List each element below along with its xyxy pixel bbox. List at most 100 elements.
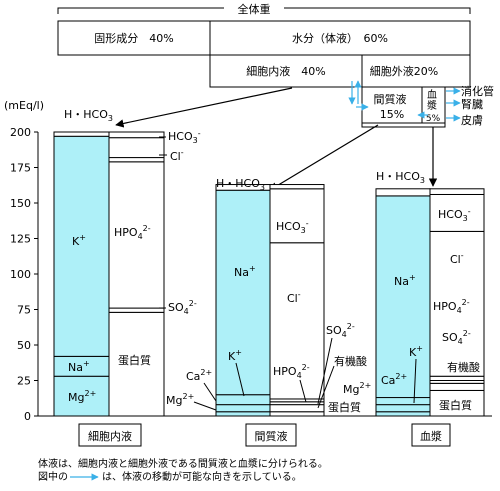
is-mg-label: Mg2+ (166, 392, 194, 407)
is-k-label: K+ (228, 348, 242, 363)
anion-segment (269, 404, 325, 413)
ic-mg-label: Mg2+ (68, 389, 96, 404)
anion-segment (269, 411, 325, 417)
anion-segment (429, 375, 485, 381)
to-intracellular-arrow (115, 87, 293, 128)
cation-segment (53, 135, 110, 357)
anion-segment (108, 137, 165, 159)
skin-label: 皮膚 (461, 113, 483, 127)
cation-segment (215, 189, 271, 396)
ic-protein-label: 蛋白質 (118, 353, 151, 367)
anion-segment (108, 307, 165, 313)
connector-arrows (115, 87, 438, 191)
ion-labels: H・HCO3 HCO3- Cl- HPO42- SO42- 蛋白質 K+ Na+… (64, 108, 480, 414)
intracellular-title: 細胞内液 (88, 429, 132, 443)
anion-segment (429, 188, 485, 195)
total-weight-label: 全体重 (238, 2, 271, 16)
cation-segment (375, 397, 431, 406)
pl-organic-acid-label: 有機酸 (447, 360, 480, 374)
cation-segment (215, 411, 271, 417)
pl-na-label: Na+ (394, 273, 416, 288)
y-tick-label: 0 (24, 410, 31, 423)
extracellular-label: 細胞外液20% (370, 64, 438, 78)
interstitial-label: 間質液 (374, 92, 407, 106)
anion-segment (269, 242, 325, 400)
column-bars (375, 188, 485, 417)
solid-component-label: 固形成分 40% (94, 32, 173, 45)
pl-hpo4-label: HPO42- (433, 298, 470, 315)
pl-k-label: K+ (409, 344, 423, 359)
y-tick-label: 75 (17, 304, 31, 317)
plasma-title-box (411, 423, 451, 447)
interstitial-title-box (245, 423, 297, 447)
interstitial-percent: 15% (380, 108, 404, 121)
pl-ca-label: Ca2+ (381, 372, 407, 387)
y-tick-label: 100 (10, 268, 31, 281)
anion-segment (108, 131, 165, 139)
intracellular-title-box (78, 423, 142, 447)
y-ticks: 0 25 50 75 100 125 150 175 200 (10, 126, 38, 423)
column-titles: 細胞内液 間質液 血漿 (78, 423, 451, 447)
interstitial-plasma-brace (361, 121, 446, 128)
ic-hpo4-label: HPO42- (114, 224, 151, 241)
interstitial-title: 間質液 (255, 429, 288, 443)
plasma-box (421, 86, 446, 124)
y-tick-label: 200 (10, 126, 31, 139)
cation-segment (375, 404, 431, 413)
plasma-label-2: 漿 (427, 99, 437, 112)
electrolyte-bars (53, 131, 485, 417)
plasma-percent: 5% (426, 114, 441, 124)
pl-protein-label: 蛋白質 (439, 398, 472, 412)
anion-segment (269, 188, 325, 244)
y-tick-label: 50 (17, 339, 31, 352)
anion-segment (429, 382, 485, 391)
plasma-title: 血漿 (420, 429, 442, 443)
anion-segment (429, 230, 485, 377)
intracellular-label: 細胞内液 40% (246, 64, 325, 78)
is-protein-label: 蛋白質 (328, 400, 361, 414)
y-tick-label: 150 (10, 197, 31, 210)
is-hpo4-label: HPO42- (273, 363, 310, 380)
cation-segment (215, 404, 271, 413)
cation-segment (53, 131, 110, 137)
note-line-2a: 図中の (38, 472, 68, 483)
y-tick-label: 175 (10, 162, 31, 175)
kidney-label: 腎臓 (461, 98, 483, 111)
water-component-label: 水分（体液） 60% (292, 31, 388, 45)
y-tick-label: 25 (17, 375, 31, 388)
cation-segment (375, 411, 431, 417)
ic-cl-label: Cl- (170, 148, 184, 163)
is-cl-label: Cl- (287, 290, 301, 305)
gi-tract-label: 消化管 (461, 84, 494, 98)
ic-k-label: K+ (72, 233, 86, 248)
anion-segment (108, 311, 165, 417)
intracellular-box (209, 54, 363, 88)
ic-na-label: Na+ (68, 359, 90, 374)
pl-hhco3-label: H・HCO3 (376, 170, 425, 185)
anion-segment (429, 193, 485, 232)
note-line-1: 体液は、細胞内液と細胞外液である間質液と血漿に分けられる。 (38, 459, 328, 470)
ic-hhco3-label: H・HCO3 (64, 108, 113, 123)
is-hhco3-label: H・HCO3 (216, 177, 265, 192)
is-so4-label: SO42- (326, 322, 355, 339)
is-ca-label: Ca2+ (186, 368, 212, 383)
solid-component-box (57, 20, 211, 56)
extracellular-box (361, 54, 471, 88)
ic-so4-label: SO42- (168, 299, 197, 316)
fluid-exchange-arrows (348, 80, 461, 122)
is-hco3-label: HCO3- (276, 219, 309, 235)
plasma-label-1: 血 (427, 88, 437, 101)
column-bars (53, 131, 165, 417)
note-line-2b: は、体液の移動が可能な向きを示している。 (102, 472, 302, 483)
pl-mg-label: Mg2+ (343, 381, 371, 396)
pl-hco3-label: HCO3- (438, 207, 471, 223)
is-organic-acid-label: 有機酸 (334, 354, 367, 368)
note-line-2: 図中の は、体液の移動が可能な向きを示している。 (38, 471, 302, 485)
anion-segment (108, 157, 165, 163)
weight-breakdown: 全体重 固形成分 40% 水分（体液） 60% 細胞内液 40% 細胞外液20%… (57, 2, 471, 128)
ic-hco3-label: HCO3- (168, 129, 201, 145)
anion-segment (269, 184, 325, 190)
pl-cl-label: Cl- (450, 251, 464, 266)
cation-segment (375, 188, 431, 197)
